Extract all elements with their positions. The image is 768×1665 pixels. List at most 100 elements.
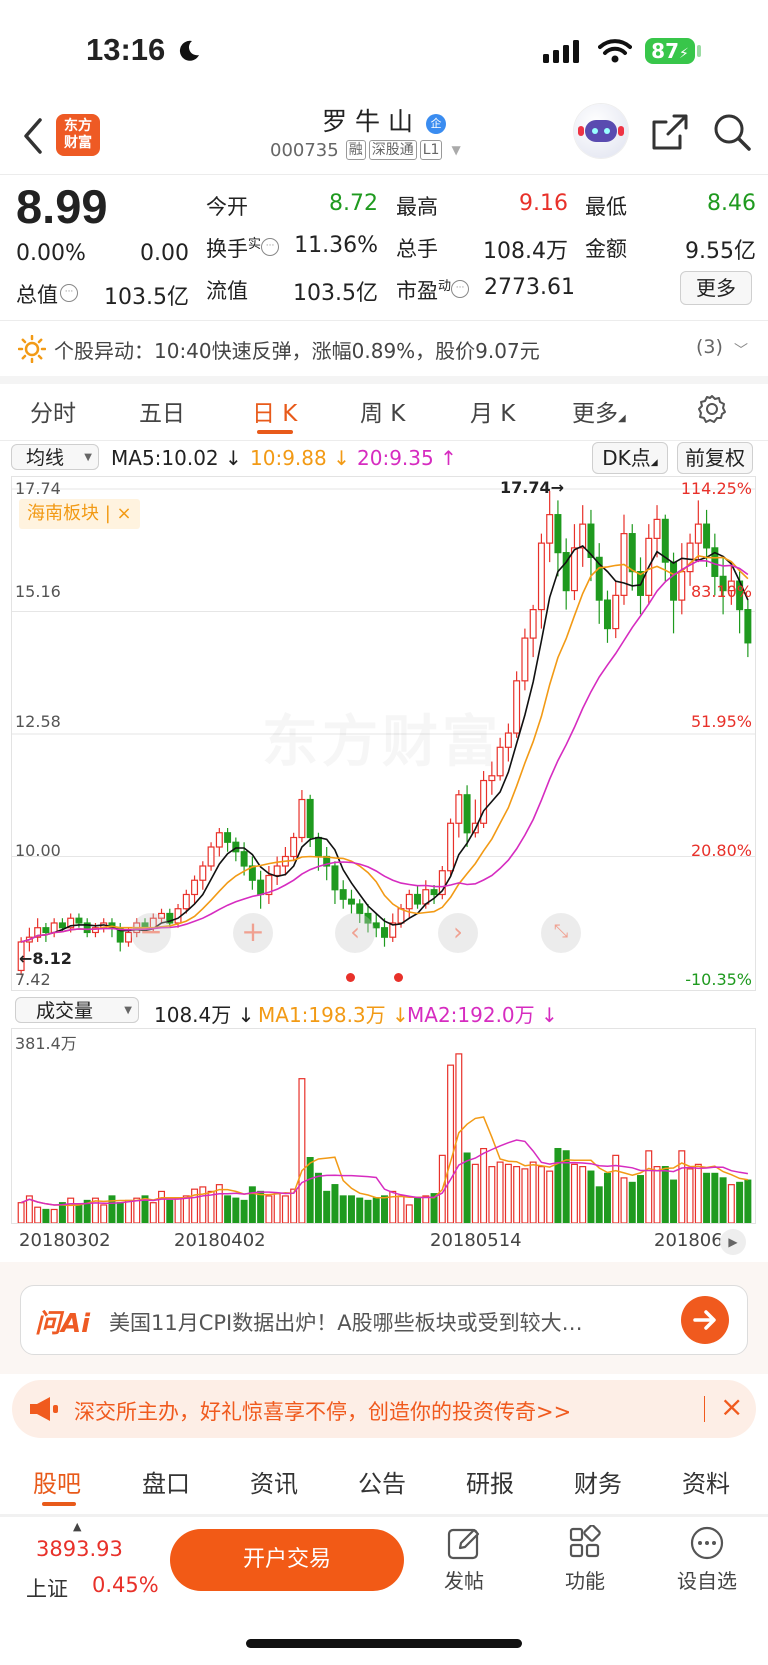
info-icon[interactable]: ··· <box>60 284 78 302</box>
close-icon[interactable]: × <box>720 1390 744 1423</box>
promo-banner[interactable]: 深交所主办，好礼惊喜享不停，创造你的投资传奇>> × <box>12 1380 756 1438</box>
y-tick-1: 15.16 <box>15 582 61 601</box>
stock-code: 000735 <box>270 139 339 161</box>
chevron-down-icon[interactable]: ▼ <box>451 143 461 157</box>
candle-body <box>83 922 91 934</box>
quote-panel: 8.99 0.00% 0.00 总值 ··· 103.5亿 今开 8.72 最高 … <box>0 175 768 320</box>
volume-bar <box>281 1195 289 1223</box>
volume-bar <box>257 1190 265 1223</box>
candle-body <box>562 552 570 592</box>
scroll-right-button[interactable]: ▶ <box>720 1229 746 1255</box>
volume-bar <box>513 1166 521 1223</box>
info-icon[interactable]: ··· <box>261 238 280 256</box>
share-icon[interactable] <box>650 112 690 156</box>
chevron-right-icon[interactable]: › <box>438 913 478 953</box>
edit-icon <box>440 1525 488 1565</box>
ma-bar: 均线 ▼ MA5:10.02 ↓ 10:9.88 ↓ 20:9.35 ↑ DK点◢… <box>0 441 768 475</box>
pe-value: 2773.61 <box>484 275 575 300</box>
chevron-left-icon[interactable]: ‹ <box>335 913 375 953</box>
index-value[interactable]: 3893.93 <box>36 1537 123 1561</box>
volume-bar <box>595 1186 603 1223</box>
tab-research[interactable]: 研报 <box>466 1470 514 1498</box>
dk-button[interactable]: DK点◢ <box>592 442 668 474</box>
app-logo[interactable]: 东方 财富 <box>56 114 100 156</box>
tab-monthly-k[interactable]: 月 K <box>470 401 516 427</box>
candle-body <box>430 889 438 896</box>
volume-bar <box>727 1184 735 1223</box>
ai-search-bar[interactable]: 问Ai 美国11月CPI数据出炉！A股哪些板块或受到较大… <box>20 1285 748 1355</box>
turnover-value: 11.36% <box>294 233 378 258</box>
arrow-right-icon[interactable] <box>681 1296 729 1344</box>
volume-bar <box>389 1190 397 1223</box>
volume-bar <box>174 1197 182 1223</box>
candle-body <box>603 599 611 630</box>
close-icon[interactable]: × <box>116 503 132 524</box>
sun-icon <box>17 334 47 367</box>
expand-icon[interactable]: ⤡ <box>541 913 581 953</box>
indicator-select[interactable]: 成交量 ▼ <box>15 997 139 1023</box>
candle-body <box>628 533 636 573</box>
tab-announcements[interactable]: 公告 <box>358 1470 406 1498</box>
volume-bar <box>661 1166 669 1223</box>
tab-more[interactable]: 更多◢ <box>572 401 626 427</box>
tab-weekly-k[interactable]: 周 K <box>360 401 406 427</box>
tab-news[interactable]: 资讯 <box>250 1470 298 1498</box>
ma5-label: MA5:10.02 ↓ <box>111 446 242 470</box>
last-price: 8.99 <box>16 180 108 233</box>
signal-icon <box>543 40 583 68</box>
volume-bar <box>347 1195 355 1223</box>
tab-orderbook[interactable]: 盘口 <box>142 1470 190 1498</box>
tab-profile[interactable]: 资料 <box>682 1470 730 1498</box>
tab-daily-k[interactable]: 日 K <box>252 401 298 427</box>
add-watchlist-button[interactable]: 设自选 <box>672 1525 742 1605</box>
candle-body <box>124 931 132 943</box>
stock-name: 罗牛山 <box>321 107 421 136</box>
candle-body <box>331 865 339 891</box>
search-icon[interactable] <box>712 112 752 156</box>
tab-active-underline <box>42 1502 76 1506</box>
candle-body <box>537 542 545 611</box>
zoom-out-button[interactable]: − <box>131 913 171 953</box>
more-button[interactable]: 更多 <box>680 271 752 305</box>
gear-icon[interactable] <box>696 393 728 429</box>
candle-body <box>306 798 314 839</box>
volume-bar <box>323 1190 331 1223</box>
volume-bar <box>364 1199 372 1223</box>
volume-chart[interactable]: 381.4万 <box>11 1028 756 1224</box>
candle-body <box>191 879 199 896</box>
battery-level: 87 <box>651 39 679 63</box>
trade-button[interactable]: 开户交易 <box>170 1529 404 1591</box>
alert-row[interactable]: 个股异动：10:40快速反弹，涨幅0.89%，股价9.07元 (3) ﹀ <box>0 322 768 374</box>
volume-bar <box>34 1206 42 1223</box>
date-axis: 20180302 20180402 20180514 2018060 ▶ <box>0 1226 768 1256</box>
candle-body <box>579 523 587 549</box>
candle-body <box>34 927 42 938</box>
turnover-label: 换手实 ··· <box>206 233 280 263</box>
robot-avatar-icon[interactable] <box>574 104 628 158</box>
y-tick-0: 17.74 <box>15 479 61 498</box>
volume-bar <box>42 1208 50 1223</box>
zoom-in-button[interactable]: + <box>233 913 273 953</box>
volume-bar <box>215 1184 223 1223</box>
tab-intraday[interactable]: 分时 <box>30 401 76 427</box>
volume-bar <box>224 1195 232 1223</box>
date-label: 20180402 <box>174 1230 266 1251</box>
volume-bar <box>356 1197 364 1223</box>
volume-bar <box>331 1184 339 1223</box>
info-icon[interactable]: ··· <box>451 280 470 298</box>
candle-body <box>546 514 554 544</box>
tab-finance[interactable]: 财务 <box>574 1470 622 1498</box>
post-button[interactable]: 发帖 <box>440 1525 488 1605</box>
post-label: 发帖 <box>444 1569 484 1593</box>
vol-ma2-label: MA2:192.0万 ↓ <box>407 1003 558 1027</box>
function-button[interactable]: 功能 <box>561 1524 609 1605</box>
tab-five-day[interactable]: 五日 <box>139 401 185 427</box>
tab-forum[interactable]: 股吧 <box>33 1470 81 1498</box>
sector-tag[interactable]: 海南板块 | × <box>19 499 140 529</box>
adjust-button[interactable]: 前复权 <box>677 442 753 474</box>
volume-bar <box>265 1195 273 1223</box>
back-icon[interactable] <box>22 116 46 160</box>
volume-bar <box>232 1197 240 1223</box>
ma-select[interactable]: 均线 ▼ <box>11 444 99 470</box>
